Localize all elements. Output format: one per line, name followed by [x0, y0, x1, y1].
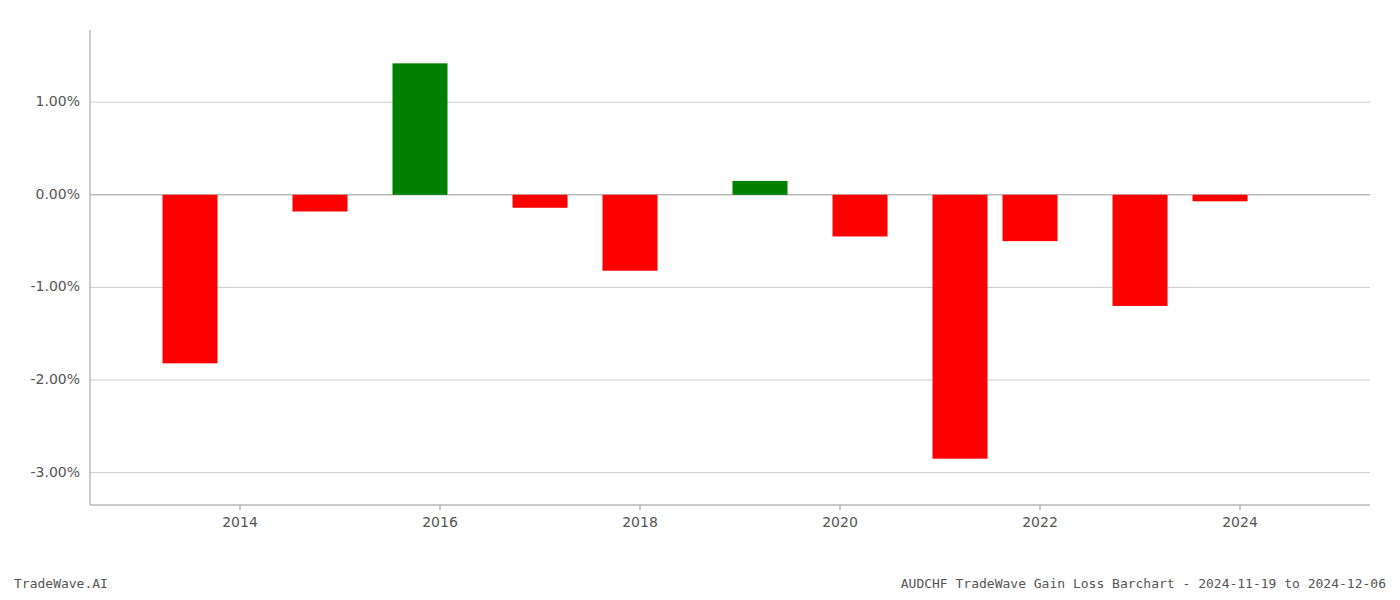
x-tick	[1040, 505, 1041, 510]
bars	[163, 63, 1248, 458]
title: AUDCHF TradeWave Gain Loss Barchart - 20…	[901, 576, 1386, 591]
bar	[1113, 195, 1168, 306]
grid-line	[90, 380, 1370, 381]
bar	[833, 195, 888, 237]
x-tick-label: 2018	[622, 514, 658, 530]
bar	[163, 195, 218, 364]
zero-line	[90, 194, 1370, 195]
grid	[90, 102, 1370, 472]
grid-line	[90, 287, 1370, 288]
x-tick	[440, 505, 441, 510]
bar	[393, 63, 448, 194]
y-tick-labels: -3.00% -2.00% -1.00% 0.00% 1.00%	[30, 93, 80, 479]
grid-line	[90, 102, 1370, 103]
x-tick-label: 2020	[822, 514, 858, 530]
x-tick	[1240, 505, 1241, 510]
bar	[603, 195, 658, 271]
x-tick-label: 2024	[1222, 514, 1258, 530]
x-ticks: 2014 2016 2018 2020 2022 2024	[222, 505, 1258, 530]
y-tick-label: 1.00%	[36, 93, 80, 109]
bar	[1193, 195, 1248, 201]
y-tick-label: 0.00%	[36, 186, 80, 202]
x-tick	[240, 505, 241, 510]
x-axis-line	[90, 504, 1370, 505]
bar	[1003, 195, 1058, 241]
grid-line	[90, 472, 1370, 473]
y-tick-label: -3.00%	[30, 464, 80, 480]
bar	[513, 195, 568, 208]
x-tick	[840, 505, 841, 510]
x-tick	[640, 505, 641, 510]
x-tick-label: 2022	[1022, 514, 1058, 530]
bar	[293, 195, 348, 212]
bar	[933, 195, 988, 459]
x-tick-label: 2014	[222, 514, 258, 530]
chart: -3.00% -2.00% -1.00% 0.00% 1.00% 2014 2016 2018…	[0, 0, 1400, 600]
y-tick-label: -2.00%	[30, 371, 80, 387]
y-axis-line	[90, 30, 91, 505]
x-tick-label: 2016	[422, 514, 458, 530]
watermark: TradeWave.AI	[14, 576, 108, 591]
bar	[733, 181, 788, 195]
y-tick-label: -1.00%	[30, 278, 80, 294]
